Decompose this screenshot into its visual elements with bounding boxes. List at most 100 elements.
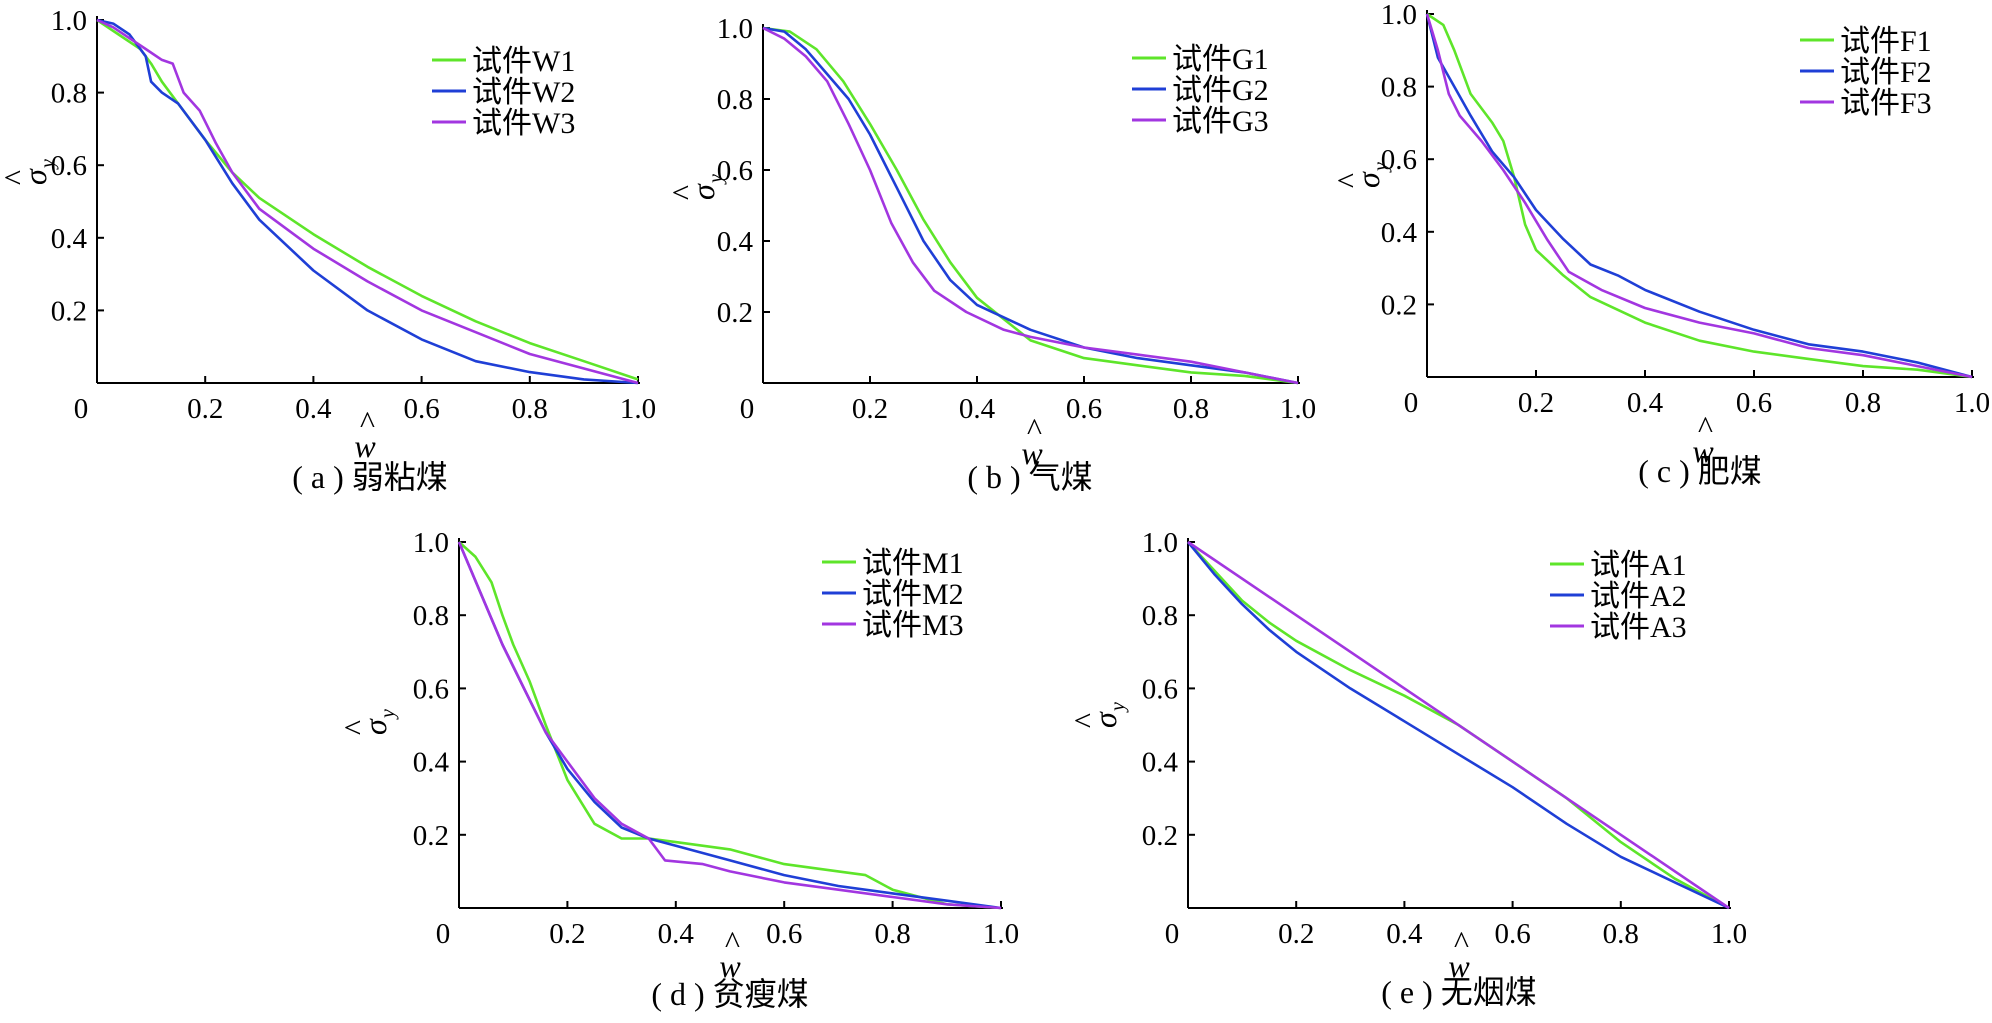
y-tick-label: 0.8 [51, 78, 87, 110]
y-axis-subscript: y [377, 709, 399, 720]
y-axis-label: ^σy [337, 709, 399, 736]
x-tick-label: 1.0 [983, 918, 1019, 950]
y-axis-subscript: y [705, 174, 727, 185]
legend-label: 试件W1 [472, 45, 575, 78]
y-tick-label: 1.0 [1381, 0, 1417, 31]
x-axis-label: ^w [1692, 409, 1714, 469]
y-tick-label: 0.4 [1142, 747, 1179, 779]
panel-caption: ( e ) 无烟煤 [1381, 974, 1537, 1010]
series-line [1426, 12, 1973, 379]
y-tick-label: 0.6 [1142, 673, 1178, 705]
y-axis-hat: ^ [665, 185, 701, 201]
series-line [96, 18, 639, 385]
x-axis-symbol: w [354, 428, 376, 464]
y-tick-label: 0.2 [51, 295, 87, 327]
chart-panel: 0 0.2 0.4 0.6 0.8 1.0 0.2 0.4 0.6 0.8 1.0 试件F1试件F2试… [1330, 0, 1990, 489]
x-tick-label: 1.0 [620, 393, 656, 425]
y-tick-label: 0.8 [1381, 72, 1417, 104]
x-tick-label: 0.6 [766, 918, 802, 950]
x-tick-label: 0.2 [549, 918, 585, 950]
x-tick-label: 0 [1165, 918, 1180, 950]
x-tick-label: 0.2 [1518, 387, 1554, 419]
x-axis-symbol: w [1448, 948, 1470, 984]
x-tick-label: 0.4 [959, 393, 996, 425]
x-tick-label: 0.2 [1278, 918, 1314, 950]
x-axis-symbol: w [1021, 435, 1043, 471]
x-tick-label: 0.4 [295, 393, 332, 425]
y-axis-hat: ^ [1330, 173, 1366, 189]
y-axis-symbol: σ [1350, 171, 1386, 188]
y-axis-symbol: σ [17, 168, 53, 185]
x-tick-label: 0 [436, 918, 451, 950]
series-line [96, 18, 639, 381]
y-tick-label: 0.2 [1381, 289, 1417, 321]
y-tick-label: 1.0 [717, 13, 753, 45]
x-tick-label: 0.4 [658, 918, 695, 950]
y-tick-label: 0.4 [51, 223, 88, 255]
y-tick-label: 1.0 [51, 5, 87, 37]
x-tick-label: 0.2 [852, 393, 888, 425]
legend-label: 试件A2 [1590, 580, 1687, 613]
y-axis-hat: ^ [337, 720, 373, 736]
y-axis-label: ^σy [0, 159, 59, 186]
x-tick-label: 0 [74, 393, 89, 425]
y-axis-hat: ^ [1067, 713, 1103, 729]
x-tick-label: 1.0 [1711, 918, 1747, 950]
legend-label: 试件F2 [1840, 56, 1932, 89]
legend-label: 试件M1 [862, 547, 964, 580]
y-tick-label: 1.0 [1142, 527, 1178, 559]
x-tick-label: 0.8 [1845, 387, 1881, 419]
series-line [1187, 540, 1730, 910]
panel-caption: ( a ) 弱粘煤 [292, 459, 448, 495]
y-tick-label: 0.4 [413, 747, 450, 779]
panel-caption: ( c ) 肥煤 [1638, 453, 1762, 489]
x-tick-label: 0.4 [1627, 387, 1664, 419]
x-tick-label: 1.0 [1280, 393, 1316, 425]
legend-label: 试件G2 [1172, 74, 1269, 107]
y-tick-label: 0.2 [1142, 820, 1178, 852]
x-tick-label: 0.8 [512, 393, 548, 425]
y-axis-label: ^σy [1330, 162, 1392, 189]
chart-panel: 0 0.2 0.4 0.6 0.8 1.0 0.2 0.4 0.6 0.8 1.0 试件A1试件A2试… [1067, 527, 1747, 1010]
x-axis-symbol: w [1692, 433, 1714, 469]
series-line [762, 26, 1299, 385]
x-axis-hat: ^ [1026, 411, 1042, 447]
series-line [1187, 541, 1730, 910]
series-line [458, 541, 1002, 910]
x-tick-label: 1.0 [1954, 387, 1990, 419]
y-axis-label: ^σy [1067, 702, 1129, 729]
x-tick-label: 0.6 [403, 393, 439, 425]
panel-caption: ( d ) 贫瘦煤 [651, 976, 808, 1012]
y-axis-subscript: y [1370, 162, 1392, 173]
legend-label: 试件M2 [862, 578, 964, 611]
x-tick-label: 0.8 [1173, 393, 1209, 425]
y-tick-label: 0.4 [717, 226, 754, 258]
legend-label: 试件A3 [1590, 611, 1687, 644]
y-axis-subscript: y [1107, 702, 1129, 713]
y-tick-label: 1.0 [413, 527, 449, 559]
y-tick-label: 0.8 [1142, 600, 1178, 632]
chart-panel: 0 0.2 0.4 0.6 0.8 1.0 0.2 0.4 0.6 0.8 1.0 试件G1试件G2试… [665, 13, 1316, 495]
y-tick-label: 0.6 [51, 150, 87, 182]
y-tick-label: 0.6 [717, 155, 753, 187]
x-axis-label: ^w [1448, 924, 1470, 984]
x-tick-label: 0 [740, 393, 755, 425]
x-tick-label: 0.6 [1736, 387, 1772, 419]
x-axis-hat: ^ [359, 404, 375, 440]
x-axis-label: ^w [719, 924, 741, 984]
y-axis-subscript: y [37, 159, 59, 170]
y-axis-symbol: σ [685, 183, 721, 200]
legend-label: 试件W3 [472, 107, 575, 140]
x-tick-label: 0.8 [874, 918, 910, 950]
legend-label: 试件W2 [472, 76, 575, 109]
legend-label: 试件G1 [1172, 43, 1269, 76]
chart-panel: 0 0.2 0.4 0.6 0.8 1.0 0.2 0.4 0.6 0.8 1.0 试件M1试件M2试… [337, 527, 1019, 1012]
series-line [1186, 541, 1730, 910]
x-tick-label: 0.6 [1494, 918, 1530, 950]
x-tick-label: 0 [1404, 387, 1419, 419]
x-tick-label: 0.8 [1603, 918, 1639, 950]
y-axis-symbol: σ [357, 718, 393, 735]
series-line [1425, 13, 1973, 379]
x-axis-hat: ^ [724, 924, 740, 960]
